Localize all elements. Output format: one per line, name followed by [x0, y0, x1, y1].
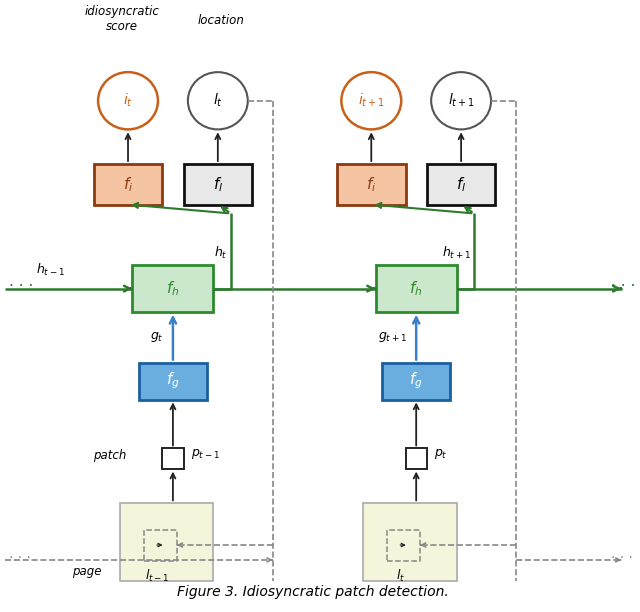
FancyBboxPatch shape: [406, 449, 427, 469]
Circle shape: [341, 72, 401, 129]
FancyBboxPatch shape: [120, 503, 214, 581]
Text: $f_l$: $f_l$: [456, 175, 466, 193]
Text: · · ·: · · ·: [9, 278, 33, 294]
Text: $i_{t+1}$: $i_{t+1}$: [358, 92, 385, 110]
Text: $g_{t+1}$: $g_{t+1}$: [378, 330, 407, 344]
Circle shape: [431, 72, 491, 129]
FancyBboxPatch shape: [376, 266, 457, 312]
FancyBboxPatch shape: [163, 449, 184, 469]
Text: $l_t$: $l_t$: [396, 568, 405, 584]
Text: patch: patch: [93, 449, 126, 462]
FancyBboxPatch shape: [132, 266, 214, 312]
Bar: [144, 529, 177, 561]
FancyBboxPatch shape: [337, 164, 406, 204]
Text: · · ·: · · ·: [611, 278, 636, 294]
Text: · · ·: · · ·: [9, 551, 31, 564]
Text: $f_i$: $f_i$: [123, 175, 133, 193]
Text: $p_{t-1}$: $p_{t-1}$: [191, 447, 220, 461]
Text: $f_i$: $f_i$: [366, 175, 376, 193]
Text: $g_t$: $g_t$: [150, 330, 164, 344]
Text: $f_h$: $f_h$: [166, 279, 180, 298]
Text: $h_{t-1}$: $h_{t-1}$: [36, 262, 65, 278]
Text: idiosyncratic
score: idiosyncratic score: [84, 6, 159, 34]
Text: $h_t$: $h_t$: [214, 244, 228, 261]
Text: $p_t$: $p_t$: [435, 447, 448, 461]
Text: $l_{t-1}$: $l_{t-1}$: [145, 568, 170, 584]
Text: $f_g$: $f_g$: [410, 371, 423, 391]
Text: $f_g$: $f_g$: [166, 371, 180, 391]
FancyBboxPatch shape: [427, 164, 495, 204]
Text: $l_{t}$: $l_{t}$: [213, 92, 223, 110]
Text: $f_h$: $f_h$: [410, 279, 423, 298]
Text: $i_{t}$: $i_{t}$: [123, 92, 133, 110]
Text: page: page: [72, 565, 101, 578]
FancyBboxPatch shape: [184, 164, 252, 204]
Circle shape: [188, 72, 248, 129]
FancyBboxPatch shape: [382, 362, 451, 400]
FancyBboxPatch shape: [93, 164, 163, 204]
Text: $f_l$: $f_l$: [212, 175, 223, 193]
Text: · · ·: · · ·: [611, 551, 634, 564]
Text: location: location: [198, 15, 244, 28]
Circle shape: [98, 72, 158, 129]
Text: $l_{t+1}$: $l_{t+1}$: [448, 92, 474, 110]
Text: Figure 3. Idiosyncratic patch detection.: Figure 3. Idiosyncratic patch detection.: [177, 584, 449, 599]
FancyBboxPatch shape: [363, 503, 457, 581]
FancyBboxPatch shape: [139, 362, 207, 400]
Bar: [387, 529, 420, 561]
Text: $h_{t+1}$: $h_{t+1}$: [442, 244, 471, 261]
